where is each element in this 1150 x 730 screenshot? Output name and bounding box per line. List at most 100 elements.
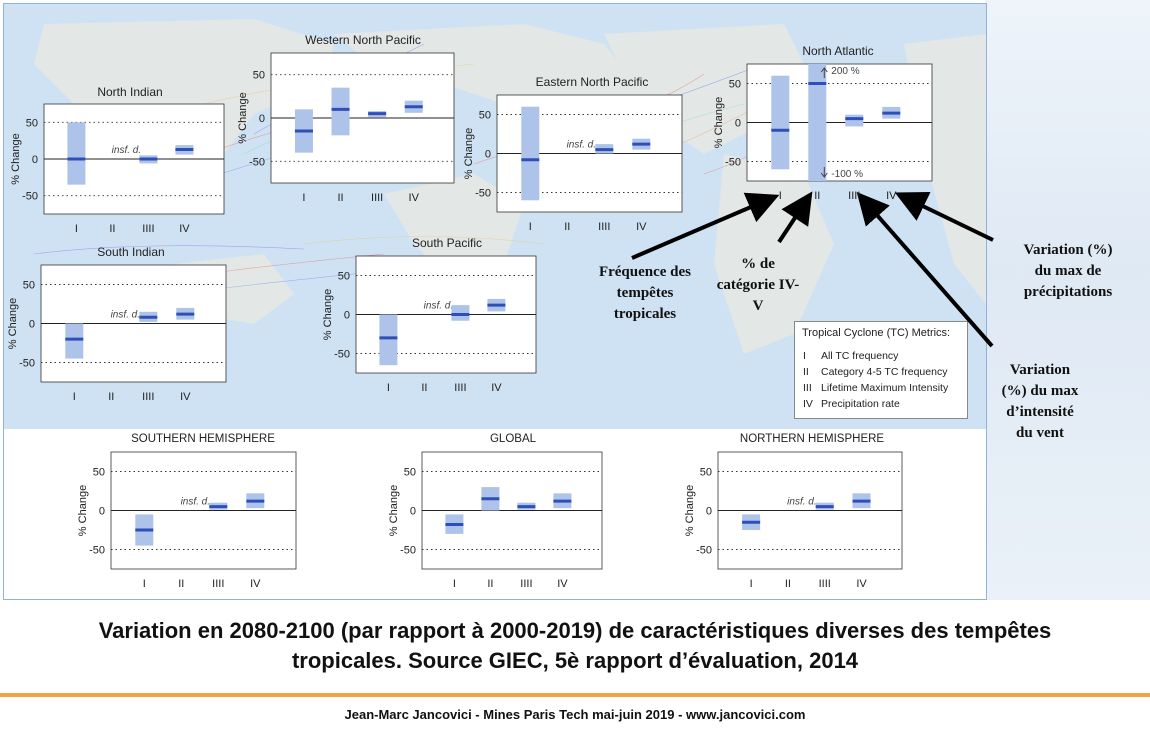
y-tick-label: 50 — [700, 467, 712, 479]
range-bar — [67, 122, 86, 185]
overflow-label-top: 200 % — [831, 66, 859, 77]
range-bar — [771, 75, 790, 170]
y-tick-label: -50 — [475, 188, 491, 200]
y-tick-label: -50 — [19, 358, 35, 370]
y-tick-label: 0 — [410, 506, 416, 518]
x-tick-label: IIII — [520, 578, 532, 590]
y-tick-label: -50 — [725, 157, 741, 169]
x-tick-label: I — [453, 578, 456, 590]
footer-credit: Jean-Marc Jancovici - Mines Paris Tech m… — [344, 707, 806, 722]
range-bar — [331, 87, 350, 136]
x-tick-label: IV — [409, 192, 420, 204]
insufficient-data-label: insf. d. — [567, 140, 596, 151]
y-axis-label: % Change — [388, 485, 400, 536]
chart-title: North Atlantic — [802, 44, 874, 58]
x-tick-label: I — [302, 192, 305, 204]
y-axis-label: % Change — [10, 133, 22, 184]
chart-title: Global — [489, 433, 537, 445]
x-tick-label: IV — [557, 578, 568, 590]
x-tick-label: IIII — [142, 391, 154, 403]
y-axis-label: % Change — [77, 485, 89, 536]
y-axis-label: % Change — [463, 128, 475, 179]
x-tick-label: IIII — [454, 382, 466, 394]
range-bar — [808, 64, 827, 181]
x-tick-label: IIII — [848, 190, 860, 202]
annotation-precipitation: Variation (%) du max de précipitations — [1023, 242, 1113, 300]
y-axis-label: % Change — [684, 485, 696, 536]
legend-title: Tropical Cyclone (TC) Metrics: — [802, 327, 951, 339]
annotation-wind-intensity: Variation (%) du max d’intensité du vent — [1001, 362, 1079, 441]
x-tick-label: IIII — [212, 578, 224, 590]
x-tick-label: I — [75, 223, 78, 235]
x-tick-label: IV — [491, 382, 502, 394]
y-tick-label: 50 — [729, 79, 741, 91]
x-tick-label: IV — [179, 223, 190, 235]
y-tick-label: -50 — [334, 349, 350, 361]
x-tick-label: IIII — [819, 578, 831, 590]
footer-rule — [0, 693, 1150, 697]
annotation-frequency: Fréquence des tempêtes tropicales — [598, 264, 692, 322]
x-tick-label: IV — [180, 391, 191, 403]
arrow-wind — [856, 191, 994, 348]
y-tick-label: 50 — [253, 70, 265, 82]
figure-caption: Variation en 2080-2100 (par rapport à 20… — [98, 618, 1052, 673]
x-tick-label: II — [421, 382, 427, 394]
legend-item: I All TC frequency — [803, 350, 899, 362]
arrow-precipitation — [894, 192, 994, 242]
y-axis-label: % Change — [713, 97, 725, 148]
x-tick-label: IIII — [598, 221, 610, 233]
chart-title: Eastern North Pacific — [535, 75, 649, 89]
y-tick-label: -50 — [22, 191, 38, 203]
insufficient-data-label: insf. d. — [787, 497, 816, 508]
overflow-arrow-up — [820, 67, 828, 78]
y-tick-label: 50 — [93, 467, 105, 479]
x-tick-label: II — [814, 190, 820, 202]
y-tick-label: 50 — [23, 280, 35, 292]
chart-title: South Indian — [97, 245, 165, 259]
legend-item: IV Precipitation rate — [803, 398, 900, 410]
range-bar — [451, 305, 470, 321]
range-bar — [521, 106, 540, 201]
y-axis-label: % Change — [237, 92, 249, 143]
chart-title: North Indian — [97, 85, 163, 99]
slide-background-right — [985, 0, 1150, 600]
y-tick-label: 0 — [259, 113, 265, 125]
x-tick-label: II — [108, 391, 114, 403]
chart-title: Northern Hemisphere — [739, 433, 885, 445]
chart-title: Western North Pacific — [305, 33, 421, 47]
x-tick-label: I — [750, 578, 753, 590]
insufficient-data-label: insf. d. — [112, 145, 141, 156]
x-tick-label: II — [785, 578, 791, 590]
insufficient-data-label: insf. d. — [181, 497, 210, 508]
annotation-arrows — [631, 191, 994, 348]
insufficient-data-label: insf. d. — [424, 301, 453, 312]
x-tick-label: IV — [856, 578, 867, 590]
y-tick-label: 0 — [735, 118, 741, 130]
tc-metrics-legend: Tropical Cyclone (TC) Metrics: I All TC f… — [794, 321, 968, 419]
y-tick-label: -50 — [89, 545, 105, 557]
range-bar — [845, 114, 864, 127]
x-tick-label: II — [564, 221, 570, 233]
chart-title: Southern Hemisphere — [131, 433, 275, 445]
annotation-category: % de catégorie IV- V — [716, 256, 800, 314]
y-tick-label: 0 — [29, 319, 35, 331]
arrow-category — [777, 191, 813, 244]
overflow-arrow-down — [820, 167, 828, 178]
x-tick-label: II — [337, 192, 343, 204]
range-bar — [379, 314, 398, 366]
x-tick-label: I — [387, 382, 390, 394]
legend-item: III Lifetime Maximum Intensity — [803, 382, 949, 394]
y-tick-label: 50 — [404, 467, 416, 479]
y-tick-label: 50 — [338, 271, 350, 283]
y-axis-label: % Change — [322, 289, 334, 340]
x-tick-label: II — [178, 578, 184, 590]
insufficient-data-label: insf. d. — [111, 310, 140, 321]
x-tick-label: I — [73, 391, 76, 403]
y-tick-label: 0 — [32, 154, 38, 166]
y-axis-label: % Change — [7, 298, 19, 349]
x-tick-label: II — [109, 223, 115, 235]
y-tick-label: 0 — [99, 506, 105, 518]
